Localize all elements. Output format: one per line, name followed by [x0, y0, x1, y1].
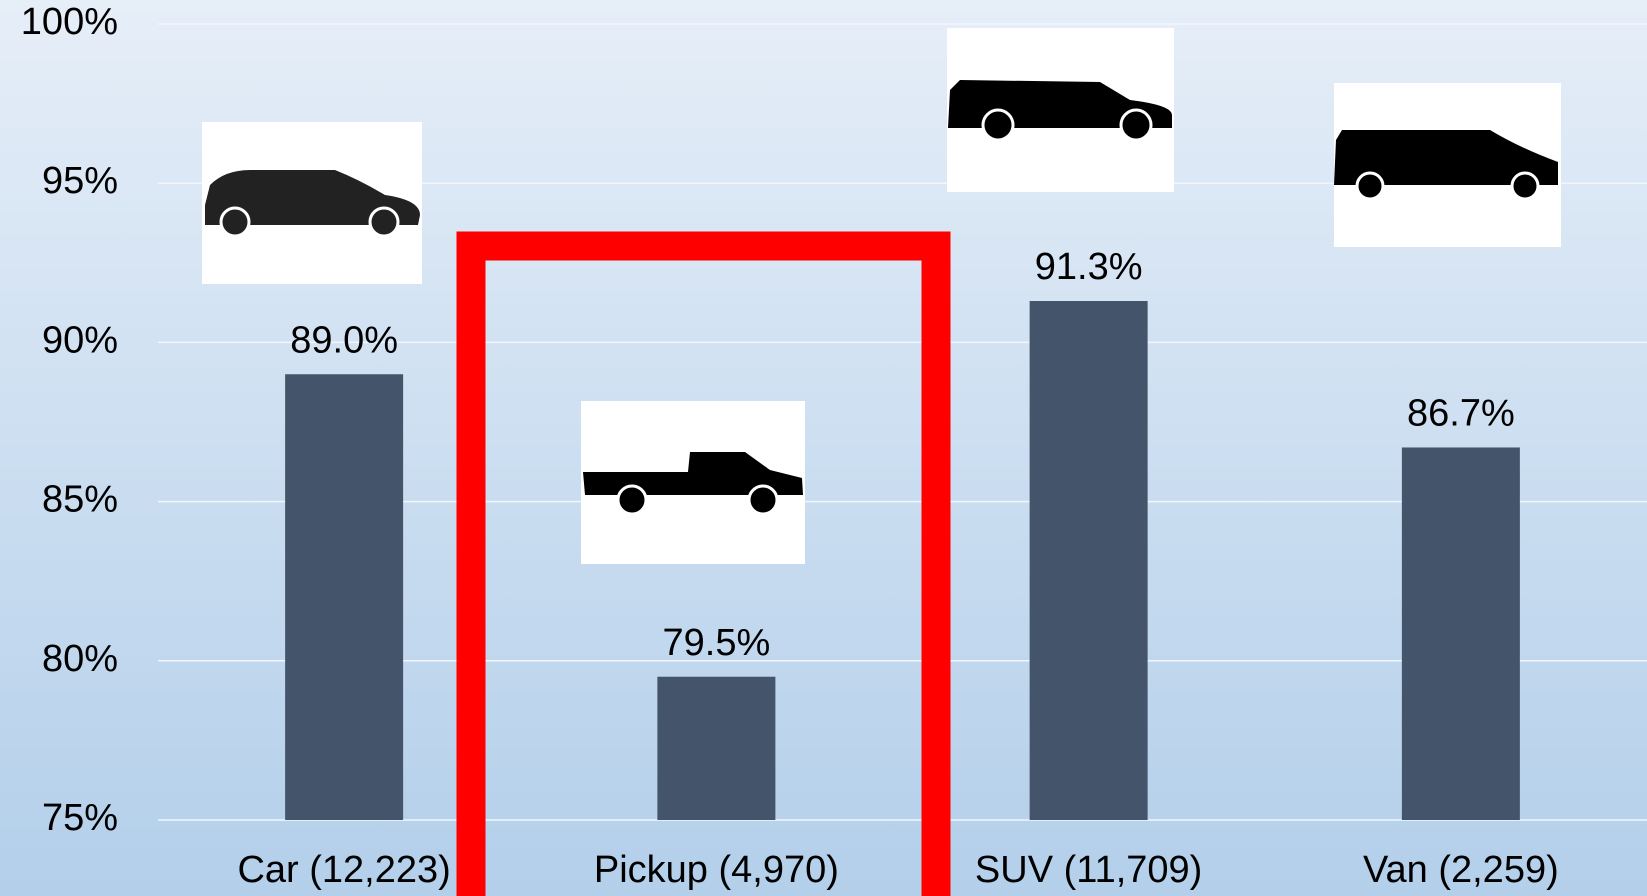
y-tick-label: 90% — [42, 319, 118, 361]
y-tick-label: 95% — [42, 160, 118, 202]
grid — [158, 23, 1647, 821]
bar — [285, 374, 404, 820]
x-tick-label: Car (12,223) — [237, 849, 450, 891]
bars — [285, 301, 1520, 820]
pickup-icon — [581, 401, 805, 564]
y-tick-label: 100% — [21, 1, 118, 43]
car-icon — [202, 122, 422, 284]
bar — [1401, 447, 1520, 820]
x-tick-label: Van (2,259) — [1363, 849, 1559, 891]
suv-icon — [947, 28, 1174, 192]
y-tick-label: 85% — [42, 479, 118, 521]
bar — [1029, 301, 1148, 820]
van-icon — [1334, 83, 1561, 247]
bar — [657, 676, 776, 820]
y-tick-label: 80% — [42, 638, 118, 680]
data-label: 89.0% — [290, 319, 398, 361]
x-tick-label: Pickup (4,970) — [594, 849, 839, 891]
data-label: 91.3% — [1035, 246, 1143, 288]
highlight-box — [456, 231, 951, 896]
data-label: 86.7% — [1407, 393, 1515, 435]
data-label: 79.5% — [663, 622, 771, 664]
x-tick-label: SUV (11,709) — [975, 849, 1202, 891]
y-tick-label: 75% — [42, 797, 118, 839]
